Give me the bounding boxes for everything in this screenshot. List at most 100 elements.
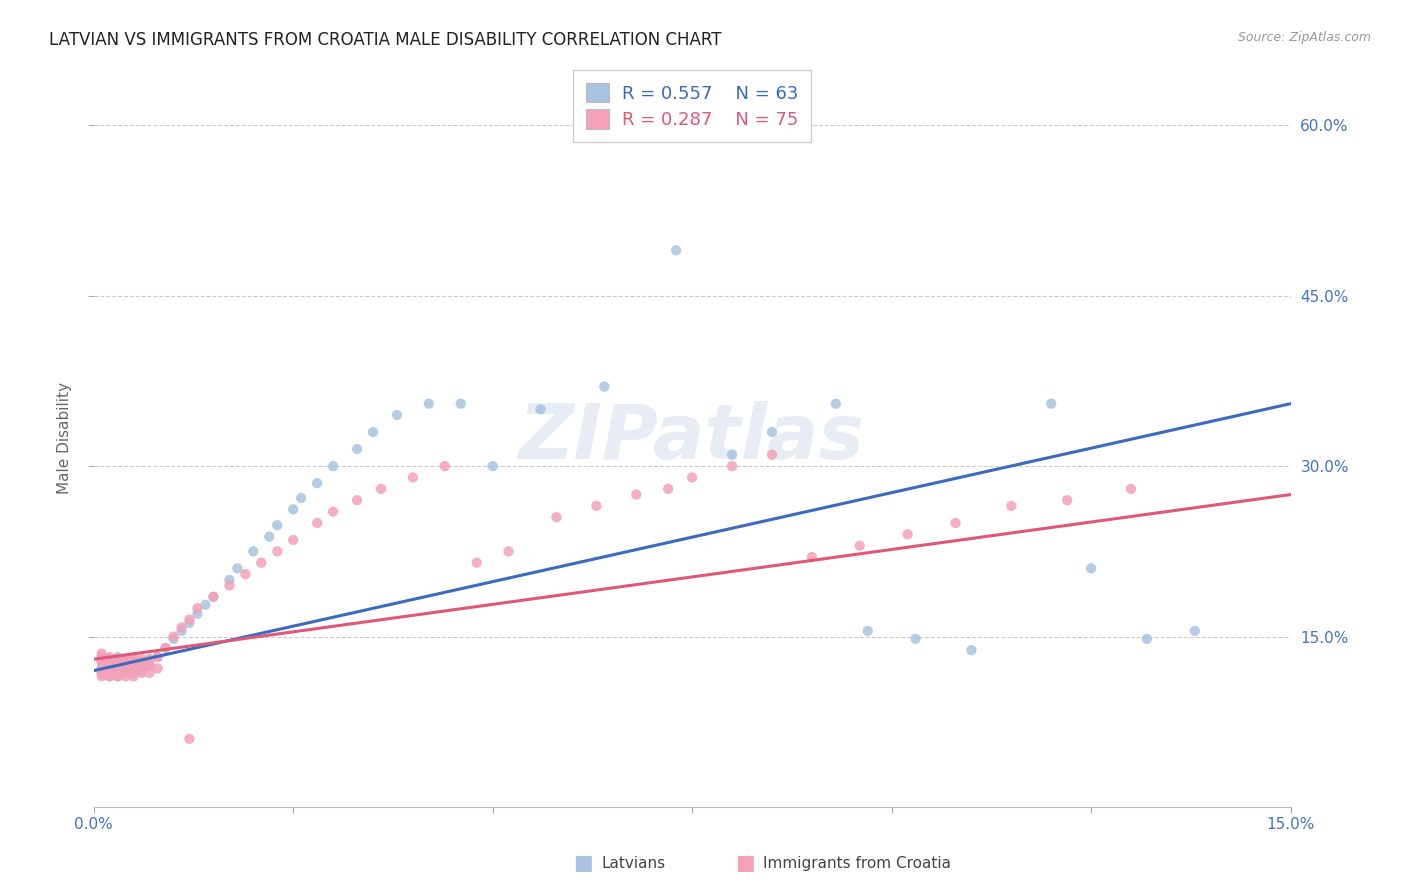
Point xyxy=(283,533,305,547)
Point xyxy=(1184,624,1206,638)
Point xyxy=(370,482,392,496)
Point xyxy=(418,397,440,411)
Point xyxy=(90,647,112,661)
Point xyxy=(226,561,249,575)
Point xyxy=(800,549,823,564)
Point xyxy=(233,567,256,582)
Point xyxy=(131,664,153,678)
Text: Latvians: Latvians xyxy=(602,856,666,871)
Point xyxy=(186,601,208,615)
Point xyxy=(155,640,177,655)
Point xyxy=(114,652,136,666)
Point xyxy=(114,655,136,669)
Point xyxy=(138,652,160,666)
Point xyxy=(250,556,273,570)
Point xyxy=(155,640,177,655)
Point xyxy=(1119,482,1142,496)
Text: LATVIAN VS IMMIGRANTS FROM CROATIA MALE DISABILITY CORRELATION CHART: LATVIAN VS IMMIGRANTS FROM CROATIA MALE … xyxy=(49,31,721,49)
Point xyxy=(131,655,153,669)
Point xyxy=(218,578,240,592)
Point xyxy=(346,493,368,508)
Point xyxy=(98,657,121,672)
Text: ZIPatlas: ZIPatlas xyxy=(519,401,865,475)
Point xyxy=(122,661,145,675)
Point xyxy=(90,650,112,665)
Point xyxy=(170,620,193,634)
Point xyxy=(90,650,112,665)
Point xyxy=(107,655,129,669)
Point xyxy=(107,661,129,675)
Point xyxy=(433,459,456,474)
Point xyxy=(122,665,145,680)
Point xyxy=(218,573,240,587)
Point xyxy=(98,665,121,680)
Point xyxy=(1136,632,1159,646)
Point xyxy=(259,530,281,544)
Point xyxy=(90,655,112,669)
Point xyxy=(450,397,472,411)
Point xyxy=(107,655,129,669)
Point xyxy=(131,661,153,675)
Point xyxy=(90,665,112,680)
Point xyxy=(122,669,145,683)
Point xyxy=(114,661,136,675)
Point xyxy=(107,669,129,683)
Point xyxy=(122,652,145,666)
Y-axis label: Male Disability: Male Disability xyxy=(58,382,72,494)
Text: ■: ■ xyxy=(735,854,755,873)
Point xyxy=(107,650,129,665)
Point xyxy=(824,397,846,411)
Point xyxy=(665,244,688,258)
Point xyxy=(162,632,184,646)
Point xyxy=(122,657,145,672)
Point xyxy=(90,669,112,683)
Point xyxy=(107,657,129,672)
Point xyxy=(194,598,217,612)
Point xyxy=(721,459,744,474)
Point xyxy=(657,482,679,496)
Point xyxy=(1040,397,1063,411)
Point xyxy=(98,650,121,665)
Point xyxy=(960,643,983,657)
Point xyxy=(346,442,368,456)
Point xyxy=(179,731,201,746)
Point xyxy=(107,665,129,680)
Point xyxy=(585,499,607,513)
Point xyxy=(848,539,870,553)
Point xyxy=(98,657,121,672)
Point xyxy=(481,459,503,474)
Point xyxy=(546,510,568,524)
Point xyxy=(114,669,136,683)
Point xyxy=(114,655,136,669)
Point xyxy=(98,664,121,678)
Point xyxy=(904,632,927,646)
Point xyxy=(107,665,129,680)
Point xyxy=(593,379,616,393)
Point xyxy=(138,657,160,672)
Point xyxy=(90,655,112,669)
Point xyxy=(162,630,184,644)
Point xyxy=(170,624,193,638)
Point xyxy=(122,657,145,672)
Point xyxy=(307,476,329,491)
Point xyxy=(179,615,201,630)
Point xyxy=(681,470,703,484)
Point xyxy=(138,665,160,680)
Point xyxy=(131,655,153,669)
Point xyxy=(131,665,153,680)
Point xyxy=(98,655,121,669)
Point xyxy=(856,624,879,638)
Point xyxy=(1080,561,1102,575)
Point xyxy=(945,516,967,530)
Point xyxy=(322,505,344,519)
Point xyxy=(107,661,129,675)
Point xyxy=(626,487,648,501)
Text: Source: ZipAtlas.com: Source: ZipAtlas.com xyxy=(1237,31,1371,45)
Point xyxy=(761,448,783,462)
Point xyxy=(98,665,121,680)
Point xyxy=(122,655,145,669)
Point xyxy=(283,502,305,516)
Point xyxy=(385,408,408,422)
Point xyxy=(146,650,169,665)
Point xyxy=(242,544,264,558)
